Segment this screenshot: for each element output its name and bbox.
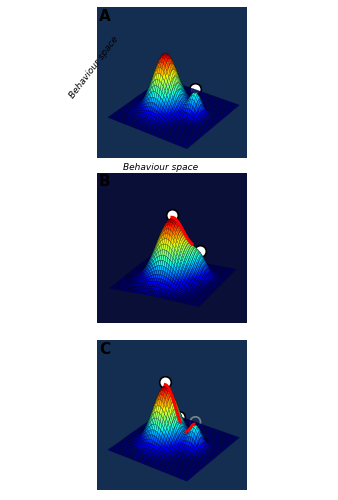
Text: A: A bbox=[99, 9, 111, 24]
Text: B: B bbox=[99, 174, 111, 189]
Text: Behaviour space: Behaviour space bbox=[123, 164, 198, 172]
Text: Behaviour space: Behaviour space bbox=[68, 35, 121, 100]
Text: C: C bbox=[99, 342, 110, 356]
